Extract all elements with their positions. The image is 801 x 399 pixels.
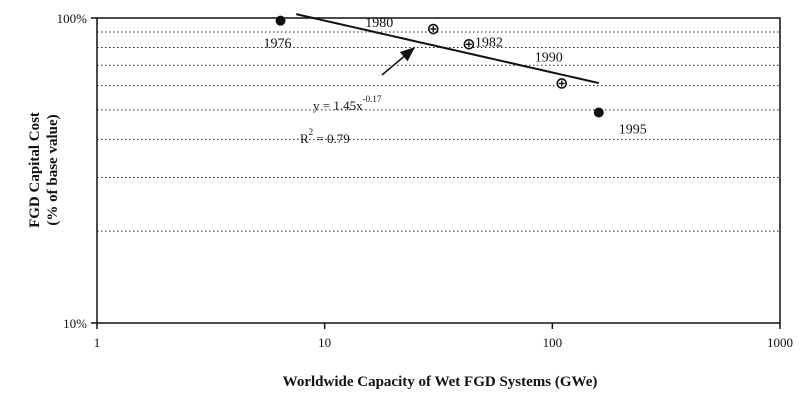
- r-squared-value: = 0.79: [313, 131, 350, 146]
- data-point-label: 1982: [475, 35, 503, 50]
- x-tick-label: 1: [94, 335, 101, 350]
- data-point: [427, 23, 439, 35]
- x-axis-title: Worldwide Capacity of Wet FGD Systems (G…: [283, 374, 598, 390]
- x-tick-label: 10: [318, 335, 331, 350]
- r-squared: R2 = 0.79: [300, 127, 350, 146]
- grid-lines: [97, 31, 780, 232]
- fit-curve: [295, 13, 600, 85]
- data-point-labels: 1976 1980 1982 1990 1995: [264, 16, 647, 137]
- data-point: [556, 78, 568, 89]
- axis-ticks: [91, 17, 781, 329]
- y-tick-label: 100%: [57, 11, 88, 26]
- y-tick-labels: 10% 100%: [57, 11, 88, 331]
- data-point-label: 1980: [365, 16, 393, 31]
- y-tick-label: 10%: [63, 316, 87, 331]
- plot-area-border: [96, 17, 781, 324]
- data-point-label: 1995: [619, 122, 647, 137]
- y-axis-title-line-1: FGD Capital Cost: [27, 112, 43, 228]
- data-point-label: 1990: [535, 50, 563, 65]
- data-point: [463, 38, 475, 50]
- fit-equation-base: y = 1.45x: [313, 98, 363, 113]
- fit-equation-exponent: -0.17: [363, 94, 382, 104]
- data-point: [593, 107, 604, 118]
- data-point: [275, 15, 286, 26]
- r-squared-base: R: [300, 131, 309, 146]
- fit-arrow: [381, 47, 416, 76]
- fit-equation: y = 1.45x-0.17: [313, 94, 382, 113]
- data-point-label: 1976: [264, 37, 292, 52]
- x-tick-labels: 1 10 100 1000: [94, 335, 793, 350]
- x-tick-label: 100: [543, 335, 563, 350]
- y-axis-title-line-2: (% of base value): [45, 114, 61, 225]
- data-points: [275, 15, 604, 118]
- x-tick-label: 1000: [767, 335, 793, 350]
- r-squared-exponent: 2: [309, 127, 314, 137]
